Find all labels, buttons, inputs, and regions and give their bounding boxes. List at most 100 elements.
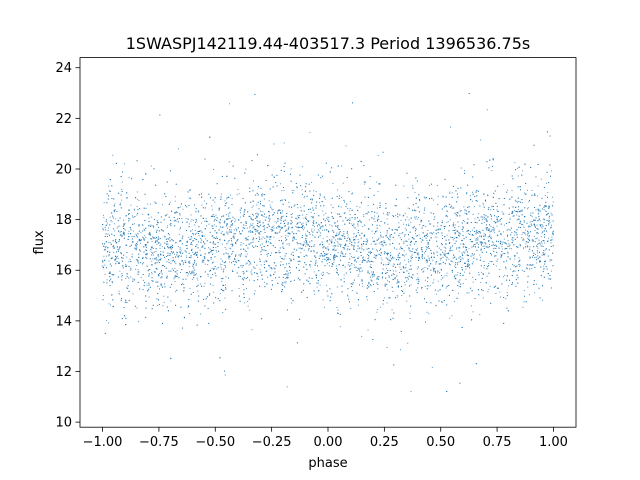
scatter-point xyxy=(106,282,108,284)
scatter-point xyxy=(374,254,376,256)
scatter-point xyxy=(452,261,454,263)
scatter-point xyxy=(302,222,304,224)
scatter-point xyxy=(539,242,541,244)
scatter-point xyxy=(303,243,305,245)
scatter-point xyxy=(379,249,381,251)
scatter-point xyxy=(406,216,408,218)
scatter-point xyxy=(120,202,122,204)
scatter-point xyxy=(415,241,417,243)
scatter-point xyxy=(153,225,155,227)
scatter-point xyxy=(263,216,265,218)
scatter-point xyxy=(247,236,249,238)
scatter-point xyxy=(169,254,171,256)
scatter-point xyxy=(291,222,293,224)
scatter-point xyxy=(451,192,453,194)
scatter-point xyxy=(127,233,129,235)
scatter-point xyxy=(443,206,445,208)
scatter-point xyxy=(495,293,497,294)
scatter-point xyxy=(284,199,286,201)
scatter-point xyxy=(165,243,167,245)
scatter-point xyxy=(282,282,284,284)
scatter-point xyxy=(315,262,317,264)
scatter-point xyxy=(226,225,228,227)
scatter-point xyxy=(309,131,311,133)
scatter-point xyxy=(525,241,527,243)
scatter-point xyxy=(422,268,424,270)
scatter-point xyxy=(285,253,287,255)
scatter-point xyxy=(531,268,533,270)
scatter-point xyxy=(168,238,170,240)
scatter-point xyxy=(324,198,326,200)
scatter-point xyxy=(246,262,248,264)
scatter-point xyxy=(549,260,551,262)
scatter-point xyxy=(414,218,416,220)
scatter-point xyxy=(403,292,405,294)
scatter-point xyxy=(404,259,406,261)
scatter-point xyxy=(532,239,534,241)
scatter-point xyxy=(102,295,104,297)
scatter-point xyxy=(148,269,150,271)
scatter-point xyxy=(322,256,324,258)
scatter-point xyxy=(547,224,549,226)
scatter-point xyxy=(386,283,388,285)
scatter-point xyxy=(473,227,475,229)
scatter-point xyxy=(481,271,483,273)
scatter-point xyxy=(124,224,126,226)
scatter-point xyxy=(497,219,499,221)
scatter-point xyxy=(213,249,215,251)
scatter-point xyxy=(211,235,213,237)
scatter-point xyxy=(280,226,282,228)
scatter-point xyxy=(359,219,361,221)
scatter-point xyxy=(386,346,388,348)
scatter-point xyxy=(166,225,168,227)
scatter-point xyxy=(327,253,329,255)
scatter-point xyxy=(150,203,152,205)
scatter-point xyxy=(408,225,410,227)
scatter-point xyxy=(292,236,294,238)
scatter-point xyxy=(534,267,536,269)
scatter-point xyxy=(187,305,189,307)
scatter-point xyxy=(521,174,523,176)
scatter-point xyxy=(194,237,196,239)
scatter-point xyxy=(469,195,471,197)
scatter-point xyxy=(328,265,330,267)
scatter-point xyxy=(137,198,139,200)
scatter-point xyxy=(254,290,256,292)
scatter-point xyxy=(425,226,427,228)
scatter-point xyxy=(354,227,356,229)
scatter-point xyxy=(406,240,408,242)
scatter-point xyxy=(431,366,433,368)
scatter-point xyxy=(323,214,325,216)
scatter-point xyxy=(128,230,130,232)
scatter-point xyxy=(480,250,482,252)
scatter-point xyxy=(120,194,122,196)
scatter-point xyxy=(244,209,246,211)
scatter-point xyxy=(113,247,115,249)
scatter-point xyxy=(478,244,480,246)
scatter-point xyxy=(333,257,335,259)
scatter-point xyxy=(539,243,541,245)
scatter-point xyxy=(361,248,363,250)
scatter-point xyxy=(357,248,359,250)
scatter-point xyxy=(228,257,230,258)
scatter-point xyxy=(175,291,177,293)
scatter-point xyxy=(152,254,154,256)
scatter-point xyxy=(104,247,106,249)
scatter-point xyxy=(314,226,316,228)
scatter-point xyxy=(418,266,420,268)
scatter-point xyxy=(252,214,254,216)
scatter-point xyxy=(350,264,352,266)
scatter-point xyxy=(430,274,432,276)
scatter-point xyxy=(118,293,120,295)
scatter-point xyxy=(349,214,351,216)
scatter-point xyxy=(136,265,138,267)
scatter-point xyxy=(366,299,368,301)
scatter-point xyxy=(244,249,246,251)
scatter-point xyxy=(256,230,258,232)
scatter-point xyxy=(142,289,144,291)
scatter-point xyxy=(142,213,144,215)
scatter-point xyxy=(222,312,224,314)
scatter-point xyxy=(245,221,247,223)
scatter-point xyxy=(185,218,187,220)
scatter-point xyxy=(435,263,437,265)
